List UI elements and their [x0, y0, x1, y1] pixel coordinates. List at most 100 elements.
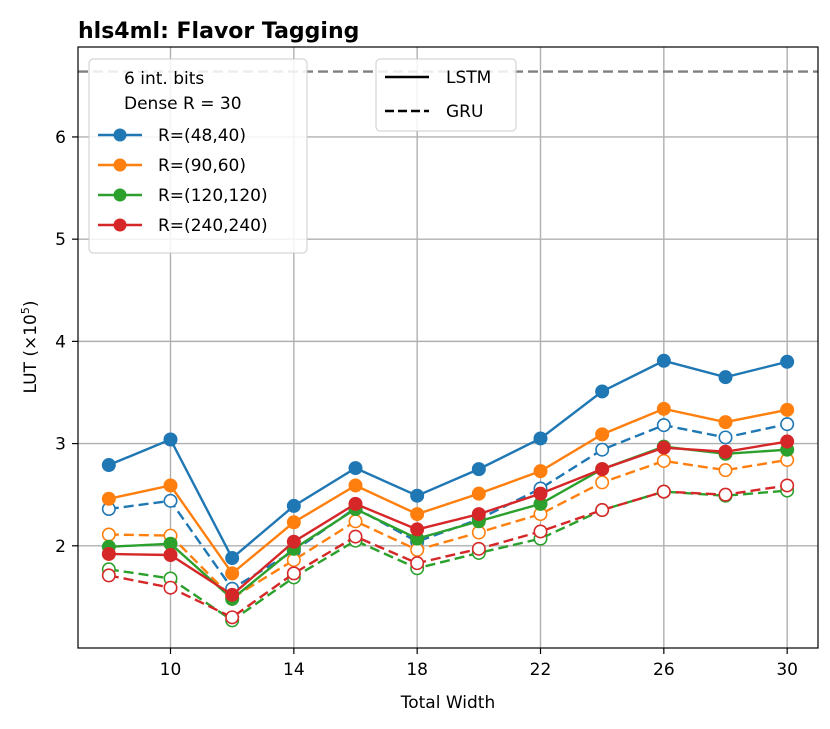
- gru-point-r-90-60: [595, 475, 610, 490]
- gru-point-r-90-60: [101, 527, 116, 542]
- x-tick-label: 10: [160, 660, 182, 680]
- lstm-point-r-48-40: [348, 461, 363, 476]
- legend-series-label: R=(120,120): [158, 186, 268, 206]
- legend-series-label: R=(48,40): [158, 126, 246, 146]
- gru-line-r-240-240: [108, 484, 788, 619]
- lstm-point-r-240-240: [780, 434, 795, 449]
- lstm-point-r-240-240: [533, 486, 548, 501]
- lstm-point-r-90-60: [471, 486, 486, 501]
- lstm-point-r-48-40: [286, 498, 301, 513]
- legend-series-swatch-marker: [113, 128, 127, 142]
- gru-point-r-240-240: [533, 524, 548, 539]
- legend-series-label: R=(90,60): [158, 156, 246, 176]
- lstm-point-r-240-240: [348, 496, 363, 511]
- lstm-point-r-48-40: [656, 353, 671, 368]
- lstm-point-r-90-60: [718, 415, 733, 430]
- lstm-point-r-90-60: [101, 491, 116, 506]
- legend-header-line2: Dense R = 30: [124, 94, 242, 114]
- lstm-point-r-90-60: [348, 478, 363, 493]
- lstm-point-r-240-240: [718, 444, 733, 459]
- y-tick-label: 4: [55, 332, 66, 352]
- gru-point-r-240-240: [471, 541, 486, 556]
- plot-frame: [77, 46, 819, 649]
- legend-series-items: R=(48,40) R=(90,60) R=(120,120) R=(240,240): [98, 126, 268, 236]
- x-tick-label: 22: [530, 660, 552, 680]
- lstm-line-r-240-240: [108, 440, 788, 597]
- legend-lstm-label: LSTM: [446, 68, 491, 88]
- gru-point-r-240-240: [718, 487, 733, 502]
- y-axis-label-main: LUT (×10: [21, 314, 41, 393]
- legend-header-line1: 6 int. bits: [124, 69, 204, 89]
- y-tick-label: 3: [55, 435, 66, 455]
- gru-point-r-48-40: [718, 430, 733, 445]
- lstm-point-r-240-240: [286, 534, 301, 549]
- legend-series-swatch-marker: [113, 158, 127, 172]
- gru-point-r-48-40: [163, 493, 178, 508]
- lstm-point-r-240-240: [163, 547, 178, 562]
- lstm-point-r-90-60: [780, 402, 795, 417]
- lstm-point-r-90-60: [163, 478, 178, 493]
- lstm-point-r-240-240: [225, 587, 240, 602]
- lstm-point-r-240-240: [471, 507, 486, 522]
- lstm-point-r-90-60: [410, 507, 425, 522]
- gru-point-r-240-240: [595, 503, 610, 518]
- gru-point-r-240-240: [286, 566, 301, 581]
- lstm-point-r-48-40: [718, 370, 733, 385]
- lstm-point-r-48-40: [410, 488, 425, 503]
- lstm-point-r-90-60: [595, 427, 610, 442]
- gru-point-r-48-40: [595, 442, 610, 457]
- gru-point-r-90-60: [348, 514, 363, 529]
- chart-title: hls4ml: Flavor Tagging: [78, 19, 359, 44]
- y-tick-label: 5: [55, 230, 66, 250]
- gru-point-r-240-240: [410, 556, 425, 571]
- legend-style: LSTM GRU: [375, 58, 517, 132]
- lstm-point-r-48-40: [471, 462, 486, 477]
- legend-series-box: [88, 58, 308, 254]
- y-axis-label-exponent: 5: [19, 307, 32, 314]
- legend-series-label: R=(240,240): [158, 216, 268, 236]
- lstm-point-r-48-40: [533, 431, 548, 446]
- lstm-point-r-240-240: [410, 522, 425, 537]
- gru-point-r-90-60: [718, 463, 733, 478]
- x-tick-label: 18: [406, 660, 428, 680]
- gru-point-r-240-240: [780, 478, 795, 493]
- lstm-point-r-90-60: [286, 515, 301, 530]
- lstm-point-r-90-60: [533, 464, 548, 479]
- y-tick-label: 2: [55, 537, 66, 557]
- lstm-line-r-90-60: [108, 407, 788, 576]
- lstm-point-r-240-240: [656, 440, 671, 455]
- legend-series-swatch-marker: [113, 218, 127, 232]
- gru-point-r-240-240: [348, 529, 363, 544]
- gru-point-r-48-40: [656, 418, 671, 433]
- gru-line-r-90-60: [108, 458, 788, 600]
- legend-series-swatch-marker: [113, 188, 127, 202]
- lstm-line-r-48-40: [108, 359, 788, 560]
- lstm-point-r-48-40: [101, 458, 116, 473]
- gru-point-r-48-40: [780, 417, 795, 432]
- lstm-point-r-90-60: [656, 401, 671, 416]
- lstm-point-r-48-40: [225, 551, 240, 566]
- y-axis-label: LUT (×105): [19, 300, 41, 393]
- x-tick-label: 30: [776, 660, 798, 680]
- lstm-point-r-48-40: [595, 384, 610, 399]
- legend-series: 6 int. bits Dense R = 30 R=(48,40) R=(90,…: [88, 58, 308, 254]
- lstm-point-r-48-40: [780, 354, 795, 369]
- gru-point-r-240-240: [101, 568, 116, 583]
- series-layer: [101, 353, 795, 628]
- x-tick-label: 14: [283, 660, 305, 680]
- legend-gru-label: GRU: [446, 102, 483, 122]
- y-tick-label: 6: [55, 128, 66, 148]
- lstm-point-r-240-240: [595, 462, 610, 477]
- lstm-point-r-48-40: [163, 432, 178, 447]
- gru-point-r-240-240: [163, 580, 178, 595]
- tick-layer: 10 14 18 22 26 30 2 3 4 5 6: [55, 128, 798, 680]
- x-tick-label: 26: [653, 660, 675, 680]
- x-axis-label: Total Width: [400, 693, 496, 713]
- gru-point-r-240-240: [656, 484, 671, 499]
- gru-point-r-240-240: [225, 610, 240, 625]
- lstm-point-r-90-60: [225, 566, 240, 581]
- gru-point-r-90-60: [656, 453, 671, 468]
- lstm-point-r-240-240: [101, 546, 116, 561]
- y-axis-label-close: ): [21, 300, 41, 307]
